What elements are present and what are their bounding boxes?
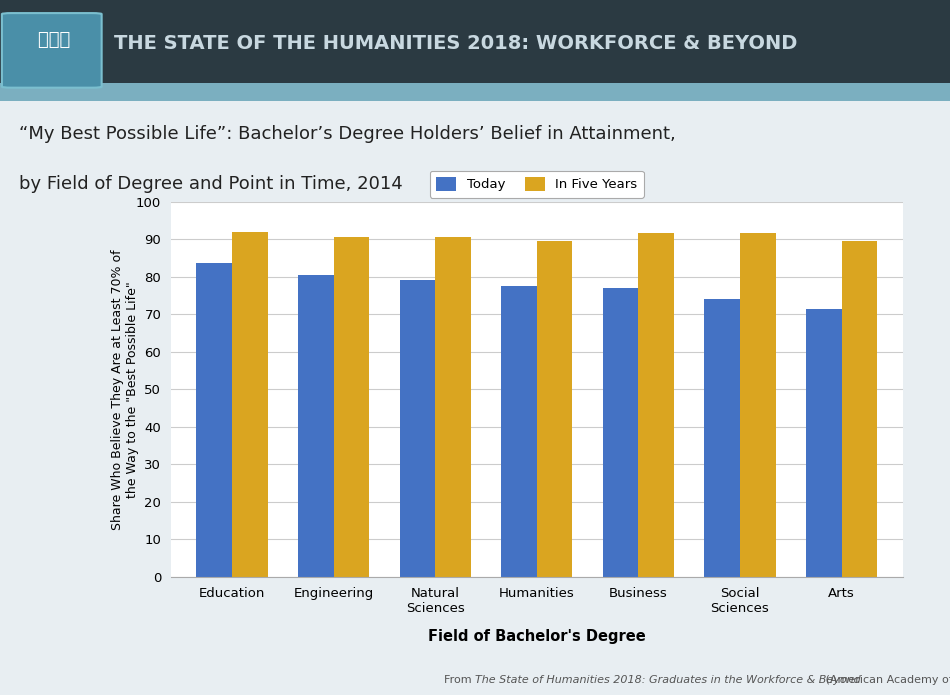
Text: The State of Humanities 2018: Graduates in the Workforce & Beyond: The State of Humanities 2018: Graduates … xyxy=(475,675,861,685)
Bar xyxy=(333,237,370,577)
Bar xyxy=(298,275,333,577)
Y-axis label: Share Who Believe They Are at Least 70% of
the Way to the "Best Possible Life": Share Who Believe They Are at Least 70% … xyxy=(111,249,139,530)
Bar xyxy=(740,234,775,577)
Bar xyxy=(842,241,877,577)
Bar xyxy=(704,299,740,577)
Text: From: From xyxy=(444,675,475,685)
Bar xyxy=(502,286,537,577)
Bar xyxy=(638,234,674,577)
Text: “My Best Possible Life”: Bachelor’s Degree Holders’ Belief in Attainment,: “My Best Possible Life”: Bachelor’s Degr… xyxy=(19,125,675,143)
Bar xyxy=(400,280,435,577)
Bar xyxy=(197,263,232,577)
Bar xyxy=(537,241,572,577)
Text: THE STATE OF THE HUMANITIES 2018: WORKFORCE & BEYOND: THE STATE OF THE HUMANITIES 2018: WORKFO… xyxy=(114,34,797,53)
Text: by Field of Degree and Point in Time, 2014: by Field of Degree and Point in Time, 20… xyxy=(19,175,403,193)
Bar xyxy=(232,231,268,577)
Text: (American Academy of Arts & Sciences, 2018): (American Academy of Arts & Sciences, 20… xyxy=(822,675,950,685)
Bar xyxy=(435,237,470,577)
Text: ⛹⛹⛹: ⛹⛹⛹ xyxy=(34,31,70,49)
Bar xyxy=(0,83,950,101)
FancyBboxPatch shape xyxy=(2,13,102,88)
X-axis label: Field of Bachelor's Degree: Field of Bachelor's Degree xyxy=(428,629,646,644)
Legend: Today, In Five Years: Today, In Five Years xyxy=(429,170,644,198)
Bar xyxy=(603,288,638,577)
Bar xyxy=(806,309,842,577)
